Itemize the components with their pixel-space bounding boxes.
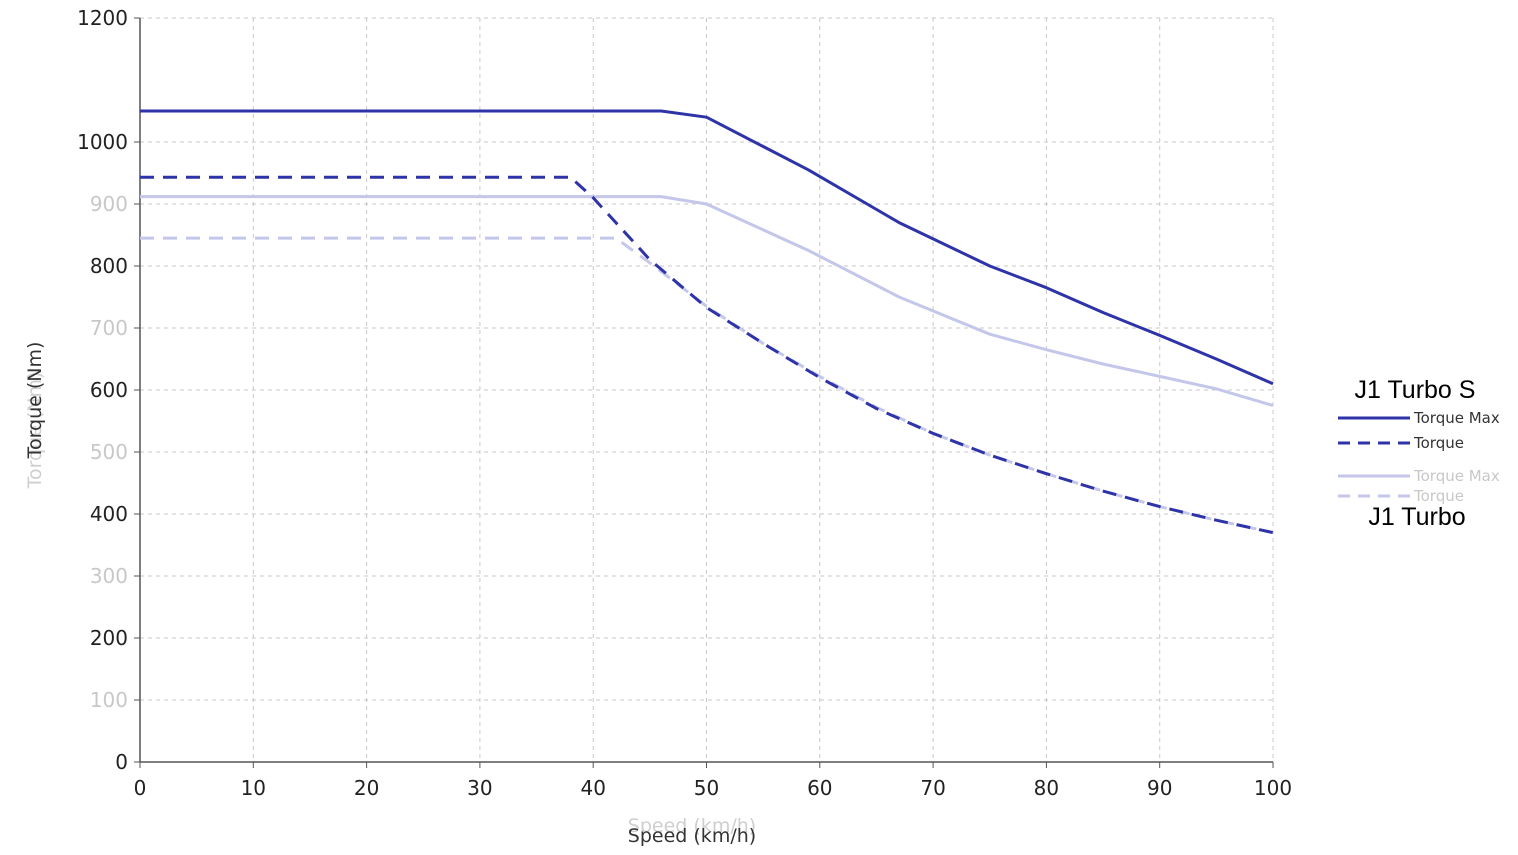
legend-label-turbo-torque: Torque bbox=[1413, 487, 1464, 505]
x-tick-label: 40 bbox=[580, 776, 605, 800]
x-tick-label: 0 bbox=[134, 776, 147, 800]
data-series bbox=[140, 109, 1274, 535]
y-tick-label: 300 bbox=[90, 564, 128, 588]
x-tick-label: 60 bbox=[807, 776, 832, 800]
y-tick-label: 0 bbox=[115, 750, 128, 774]
legend-label-turbo-s-torque: Torque bbox=[1413, 434, 1464, 452]
x-tick-label: 80 bbox=[1034, 776, 1059, 800]
y-axis-title: Torque (Nm) bbox=[24, 342, 46, 460]
y-axis-ticks: 0 100 200 300 400 500 600 700 800 900 1000 1200 bbox=[77, 6, 128, 774]
y-tick-label: 100 bbox=[90, 688, 128, 712]
y-tick-label: 800 bbox=[90, 254, 128, 278]
x-tick-label: 70 bbox=[920, 776, 945, 800]
grid-lines bbox=[139, 17, 1274, 763]
x-axis-title-ghost: Speed (km/h) bbox=[628, 815, 756, 837]
y-axis-title-ghost: Torque (Nm) bbox=[24, 372, 46, 490]
x-tick-label: 10 bbox=[241, 776, 266, 800]
y-tick-label: 700 bbox=[90, 316, 128, 340]
y-tick-label: 1000 bbox=[77, 130, 128, 154]
axes bbox=[134, 17, 1274, 768]
legend: J1 Turbo S Torque Max Torque Torque Max … bbox=[1338, 376, 1500, 531]
series-line-j1-turbo-s-torque bbox=[140, 175, 1274, 535]
x-tick-label: 30 bbox=[467, 776, 492, 800]
series-line-j1-turbo-s-torque-max bbox=[140, 109, 1274, 386]
y-tick-label: 900 bbox=[90, 192, 128, 216]
x-tick-label: 90 bbox=[1147, 776, 1172, 800]
series-line-j1-turbo-torque-max bbox=[140, 195, 1274, 407]
legend-label-turbo-s-torque-max: Torque Max bbox=[1413, 409, 1500, 427]
x-axis-ticks: 0 10 20 30 40 50 60 70 80 90 100 bbox=[134, 776, 1292, 800]
y-tick-label: 500 bbox=[90, 440, 128, 464]
y-tick-label: 1200 bbox=[77, 6, 128, 30]
y-tick-label: 400 bbox=[90, 502, 128, 526]
legend-label-turbo-torque-max: Torque Max bbox=[1413, 467, 1500, 485]
legend-title-j1-turbo: J1 Turbo bbox=[1368, 503, 1465, 531]
x-tick-label: 100 bbox=[1254, 776, 1292, 800]
x-axis-title: Speed (km/h) bbox=[628, 825, 756, 847]
y-tick-label: 200 bbox=[90, 626, 128, 650]
y-tick-label: 600 bbox=[90, 378, 128, 402]
x-tick-label: 20 bbox=[354, 776, 379, 800]
x-tick-label: 50 bbox=[694, 776, 719, 800]
series-line-j1-turbo-torque bbox=[140, 236, 1274, 535]
legend-title-j1-turbo-s: J1 Turbo S bbox=[1355, 376, 1476, 404]
